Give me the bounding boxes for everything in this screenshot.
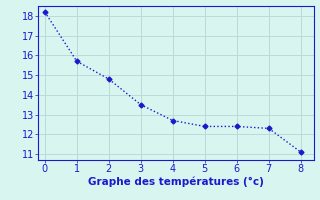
X-axis label: Graphe des températures (°c): Graphe des températures (°c) bbox=[88, 177, 264, 187]
